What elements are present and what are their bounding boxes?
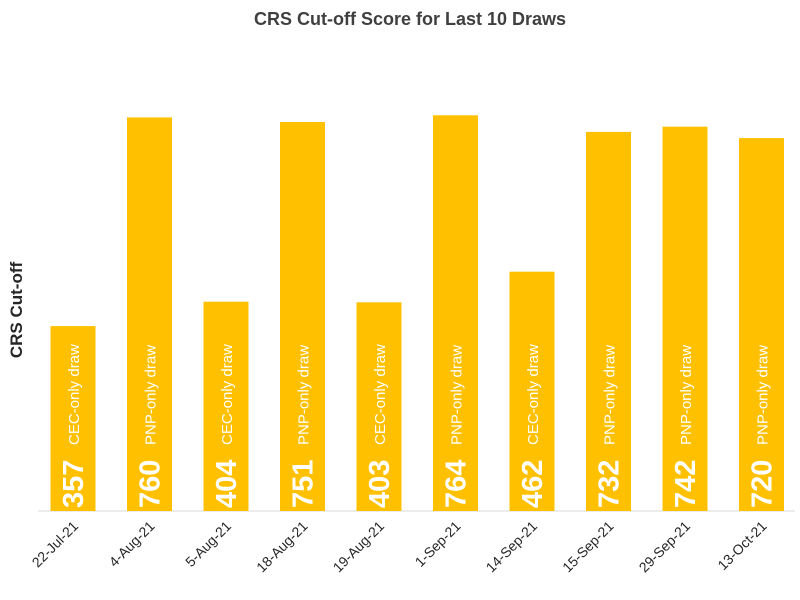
bar-1-Sep-21 bbox=[433, 115, 478, 512]
bar-14-Sep-21 bbox=[509, 271, 555, 511]
bar-15-Sep-21 bbox=[586, 131, 631, 511]
x-tick-label: 29-Sep-21 bbox=[636, 518, 694, 576]
bars-group: 357 CEC-only draw 760 PNP-only draw 404 CEC-o… bbox=[50, 115, 784, 512]
x-tick-label: 22-Jul-21 bbox=[29, 518, 82, 571]
data-label: 462 bbox=[517, 460, 549, 508]
bar-29-Sep-21 bbox=[662, 126, 708, 511]
data-label: 403 bbox=[364, 460, 396, 508]
data-label: 357 bbox=[58, 460, 90, 508]
data-label: 764 bbox=[441, 460, 473, 508]
draw-type-label: CEC-only draw bbox=[372, 344, 389, 445]
x-tick-label: 19-Aug-21 bbox=[330, 518, 388, 576]
data-label: 760 bbox=[135, 460, 167, 508]
data-label: 404 bbox=[211, 460, 243, 508]
x-tick-label: 13-Oct-21 bbox=[714, 518, 769, 573]
data-label: 751 bbox=[288, 460, 320, 508]
draw-type-label: PNP-only draw bbox=[449, 345, 466, 445]
data-label: 720 bbox=[747, 460, 779, 508]
draw-type-label: CEC-only draw bbox=[219, 344, 236, 445]
y-axis-label: CRS Cut-off bbox=[7, 262, 26, 359]
bar-13-Oct-21 bbox=[739, 138, 784, 511]
x-tick-label: 4-Aug-21 bbox=[106, 518, 158, 570]
draw-type-label: CEC-only draw bbox=[66, 344, 83, 445]
draw-type-label: PNP-only draw bbox=[678, 345, 695, 445]
bar-4-Aug-21 bbox=[127, 117, 172, 512]
x-tick-label: 14-Sep-21 bbox=[483, 518, 541, 576]
chart-title: CRS Cut-off Score for Last 10 Draws bbox=[254, 9, 566, 29]
x-tick-label: 1-Sep-21 bbox=[412, 518, 464, 570]
bar-5-Aug-21 bbox=[203, 301, 249, 511]
data-label: 732 bbox=[594, 460, 626, 508]
draw-type-label: PNP-only draw bbox=[602, 345, 619, 445]
bar-18-Aug-21 bbox=[280, 122, 325, 511]
draw-type-label: CEC-only draw bbox=[525, 344, 542, 445]
draw-type-label: PNP-only draw bbox=[755, 345, 772, 445]
x-tick-label: 15-Sep-21 bbox=[559, 518, 617, 576]
bar-19-Aug-21 bbox=[356, 302, 402, 511]
data-label: 742 bbox=[670, 460, 702, 508]
x-tick-label: 5-Aug-21 bbox=[182, 518, 234, 570]
bar-22-Jul-21 bbox=[50, 326, 96, 511]
draw-type-label: PNP-only draw bbox=[143, 345, 160, 445]
draw-type-label: PNP-only draw bbox=[296, 345, 313, 445]
x-tick-labels: 22-Jul-21 4-Aug-21 5-Aug-21 18-Aug-21 19-Aug… bbox=[29, 518, 770, 576]
x-tick-label: 18-Aug-21 bbox=[253, 518, 311, 576]
